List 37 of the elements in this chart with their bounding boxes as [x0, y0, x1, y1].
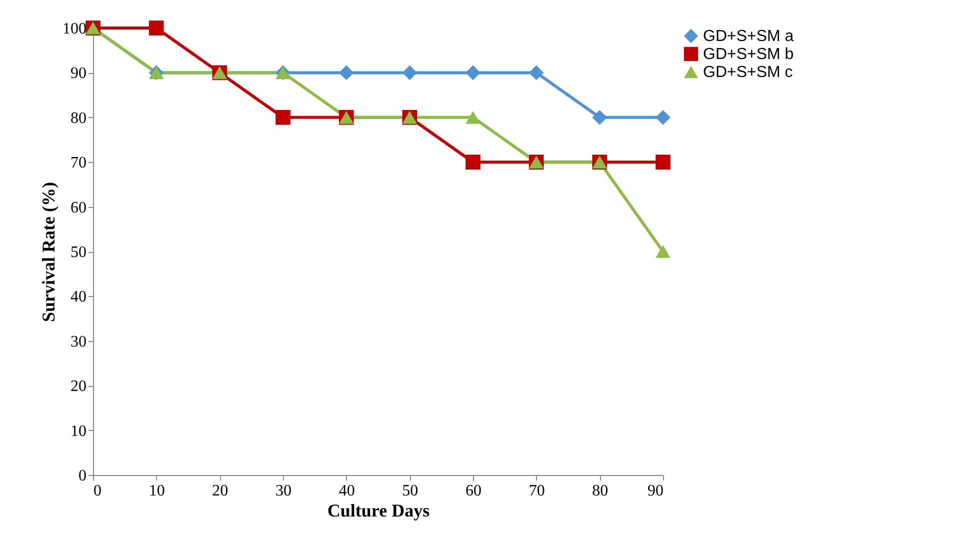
x-tick-label: 80 [592, 482, 608, 500]
x-tick-label: 50 [402, 482, 418, 500]
point [466, 65, 480, 80]
y-tick-label: 70 [70, 154, 86, 172]
x-tick-label: 0 [94, 482, 102, 500]
x-tick-label: 30 [276, 482, 292, 500]
x-tick-label: 90 [648, 482, 664, 500]
x-axis-title: Culture Days [327, 500, 430, 520]
x-tick-label: 20 [212, 482, 228, 500]
y-tick-label: 0 [78, 468, 86, 484]
x-tick-label: 10 [148, 482, 165, 500]
legend-label: GD+S+SM a [703, 28, 794, 45]
x-tick-label: 70 [528, 482, 545, 500]
point [276, 110, 290, 125]
point [148, 20, 164, 36]
point [528, 65, 544, 80]
point [656, 154, 670, 170]
legend-label: GD+S+SM b [703, 46, 794, 63]
point [338, 65, 354, 80]
point [466, 110, 480, 124]
point [466, 154, 480, 170]
point [656, 245, 670, 258]
y-tick-label: 90 [70, 65, 86, 82]
y-axis-title: Survival Rate (%) [38, 182, 58, 322]
y-tick-label: 10 [70, 422, 86, 440]
y-tick-label: 60 [70, 199, 86, 216]
y-tick-label: 50 [70, 244, 86, 261]
y-tick-label: 20 [70, 378, 86, 396]
x-tick-label: 60 [466, 482, 482, 500]
point [402, 65, 418, 80]
y-tick-label: 40 [70, 288, 86, 306]
x-tick-label: 40 [338, 482, 355, 500]
point [656, 110, 670, 125]
legend-label: GD+S+SM c [703, 64, 793, 81]
point [592, 110, 608, 125]
y-tick-label: 30 [70, 333, 86, 350]
y-tick-label: 80 [70, 110, 86, 127]
